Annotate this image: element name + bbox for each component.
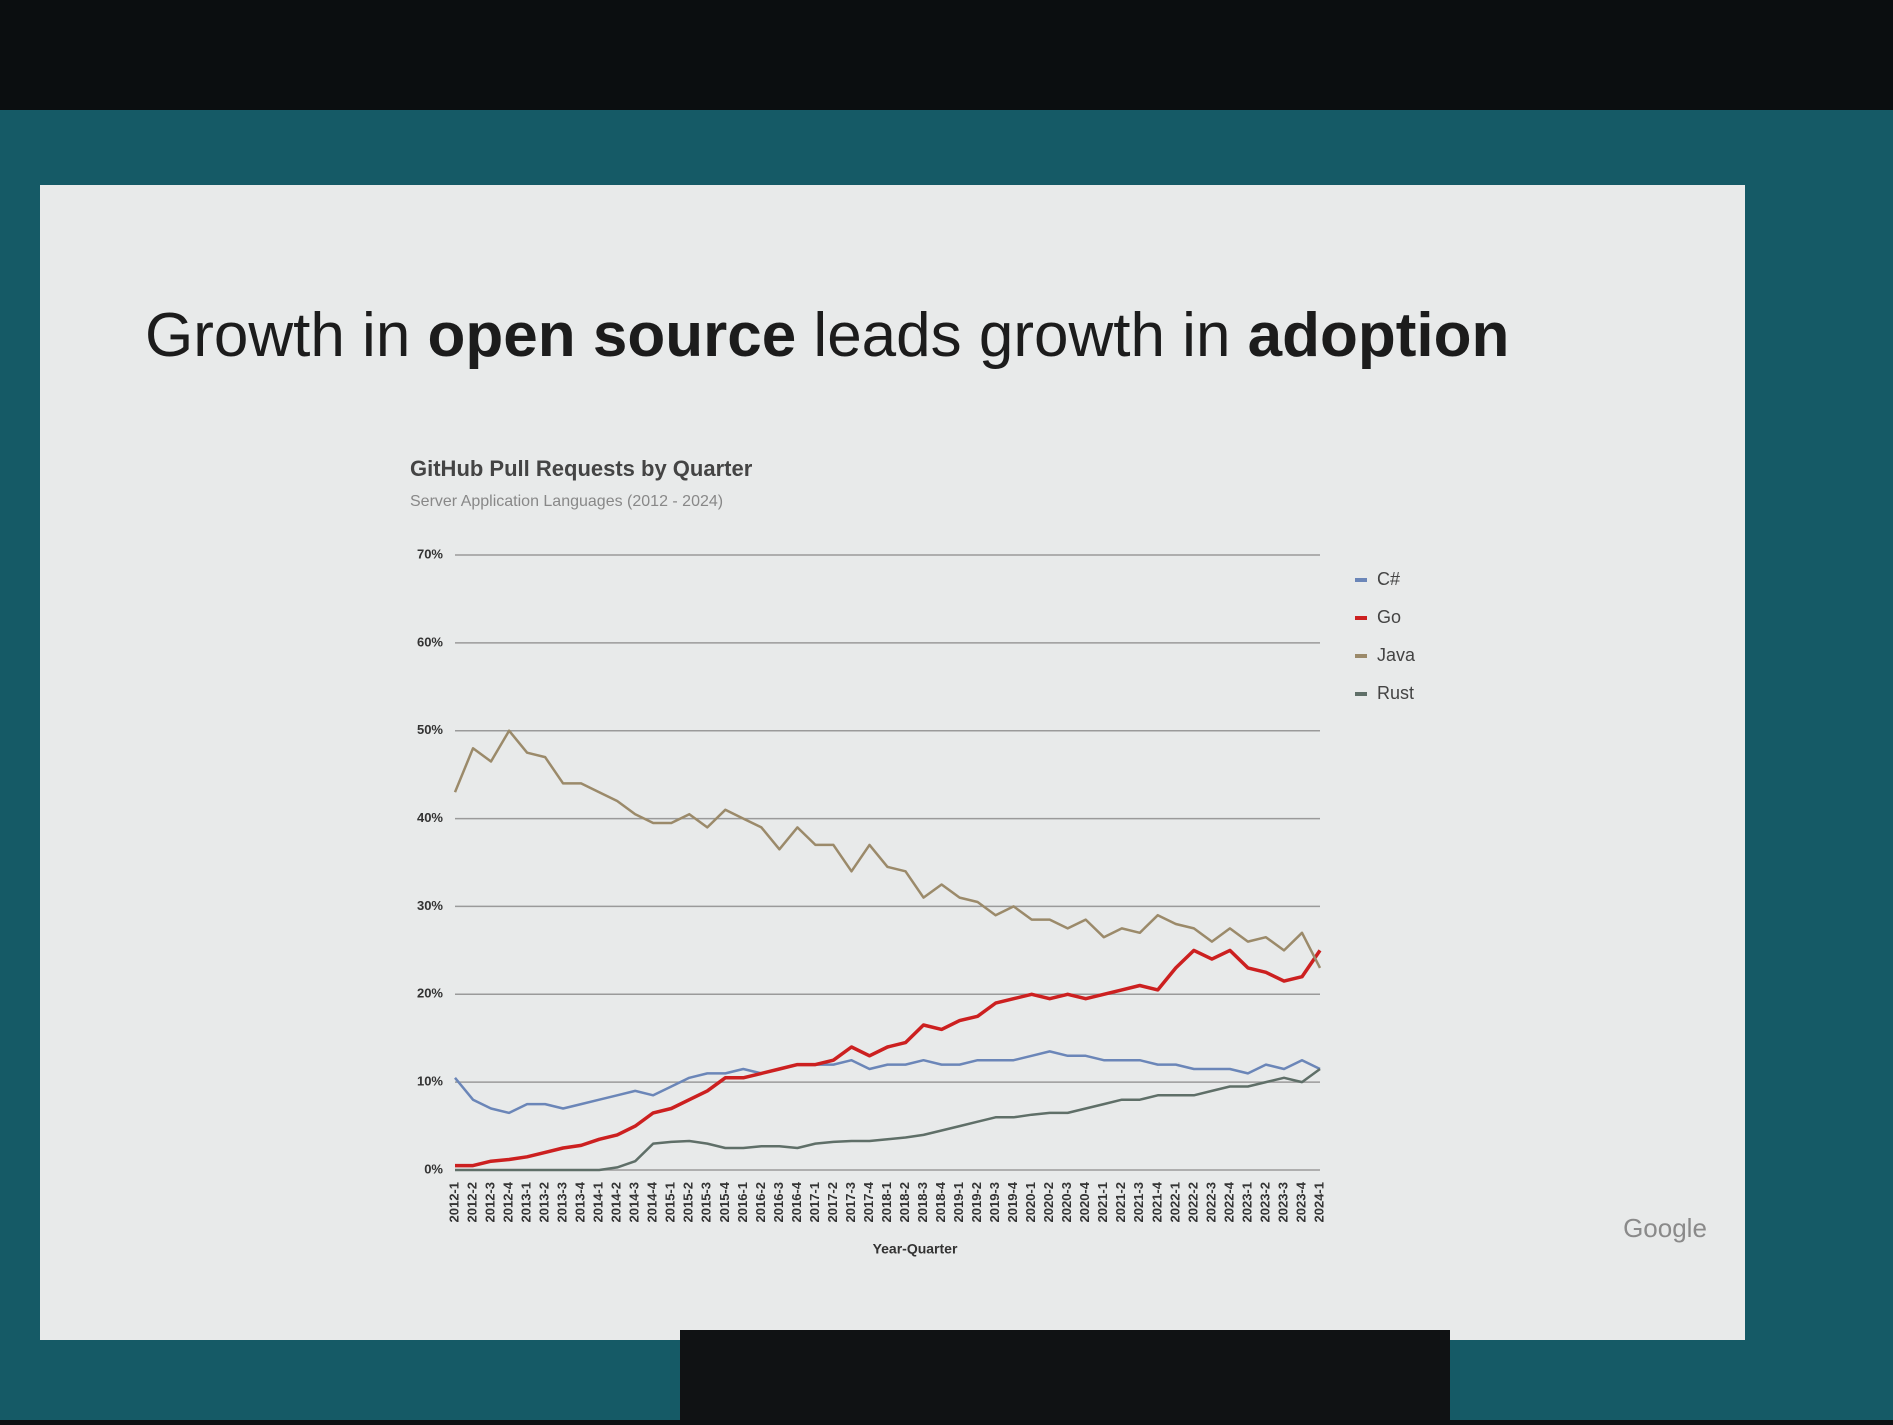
x-tick-label: 2017-3 bbox=[843, 1182, 858, 1222]
x-tick-label: 2016-2 bbox=[753, 1182, 768, 1222]
x-tick-label: 2018-3 bbox=[915, 1182, 930, 1222]
title-part: Growth in bbox=[145, 301, 428, 370]
x-tick-label: 2021-3 bbox=[1131, 1182, 1146, 1222]
x-tick-label: 2022-1 bbox=[1167, 1182, 1182, 1222]
x-tick-label: 2015-4 bbox=[717, 1181, 732, 1222]
x-tick-label: 2017-2 bbox=[825, 1182, 840, 1222]
legend-label: Go bbox=[1377, 607, 1401, 627]
x-tick-label: 2012-2 bbox=[464, 1182, 479, 1222]
x-tick-label: 2022-3 bbox=[1203, 1182, 1218, 1222]
x-tick-label: 2013-4 bbox=[573, 1181, 588, 1222]
y-tick-label: 20% bbox=[417, 986, 443, 1001]
slide-title: Growth in open source leads growth in ad… bbox=[145, 301, 1509, 370]
title-part: open source bbox=[428, 301, 797, 370]
x-tick-label: 2019-4 bbox=[1005, 1181, 1020, 1222]
series-line bbox=[454, 1050, 1321, 1115]
x-tick-label: 2016-4 bbox=[789, 1181, 804, 1222]
y-tick-label: 10% bbox=[417, 1074, 443, 1089]
x-tick-label: 2013-3 bbox=[555, 1182, 570, 1222]
x-tick-label: 2017-4 bbox=[861, 1181, 876, 1222]
y-tick-label: 30% bbox=[417, 898, 443, 913]
x-tick-label: 2023-3 bbox=[1275, 1182, 1290, 1222]
x-tick-label: 2014-2 bbox=[609, 1182, 624, 1222]
y-tick-label: 40% bbox=[417, 810, 443, 825]
x-tick-label: 2021-1 bbox=[1095, 1182, 1110, 1222]
x-tick-label: 2012-1 bbox=[446, 1182, 461, 1222]
x-tick-label: 2017-1 bbox=[807, 1182, 822, 1222]
y-tick-label: 50% bbox=[417, 722, 443, 737]
x-tick-label: 2022-4 bbox=[1221, 1181, 1236, 1222]
x-tick-label: 2024-1 bbox=[1311, 1182, 1326, 1222]
x-tick-label: 2013-1 bbox=[519, 1182, 534, 1222]
legend-label: Rust bbox=[1377, 683, 1414, 703]
x-tick-label: 2014-3 bbox=[627, 1182, 642, 1222]
x-tick-label: 2018-2 bbox=[897, 1182, 912, 1222]
x-tick-label: 2020-2 bbox=[1041, 1182, 1056, 1222]
podium bbox=[680, 1330, 1450, 1420]
legend-label: C# bbox=[1377, 569, 1400, 589]
x-tick-label: 2012-4 bbox=[501, 1181, 516, 1222]
series-line bbox=[455, 948, 1322, 1168]
x-tick-label: 2018-4 bbox=[933, 1181, 948, 1222]
x-tick-label: 2015-3 bbox=[699, 1182, 714, 1222]
x-tick-label: 2018-1 bbox=[879, 1182, 894, 1222]
logo: Google bbox=[1623, 1213, 1707, 1243]
x-tick-label: 2015-2 bbox=[681, 1182, 696, 1222]
x-tick-label: 2023-4 bbox=[1293, 1181, 1308, 1222]
ceiling bbox=[0, 0, 1893, 110]
series-line bbox=[455, 1067, 1321, 1172]
legend-label: Java bbox=[1377, 645, 1416, 665]
title-part: leads growth in bbox=[796, 301, 1247, 370]
x-tick-label: 2023-2 bbox=[1257, 1182, 1272, 1222]
x-tick-label: 2016-3 bbox=[771, 1182, 786, 1222]
x-tick-label: 2021-2 bbox=[1113, 1182, 1128, 1222]
x-tick-label: 2021-4 bbox=[1149, 1181, 1164, 1222]
chart: 0%10%20%30%40%50%60%70%2012-1 2012-2 2012-… bbox=[417, 546, 1416, 1222]
y-tick-label: 60% bbox=[417, 634, 443, 649]
x-tick-label: 2012-3 bbox=[482, 1182, 497, 1222]
chart-title: GitHub Pull Requests by Quarter bbox=[410, 456, 753, 481]
x-tick-label: 2016-1 bbox=[735, 1182, 750, 1222]
x-tick-label: 2019-2 bbox=[969, 1182, 984, 1222]
y-tick-label: 0% bbox=[424, 1161, 443, 1176]
title-part: adoption bbox=[1248, 301, 1510, 370]
x-tick-label: 2023-1 bbox=[1239, 1182, 1254, 1222]
chart-subtitle: Server Application Languages (2012 - 202… bbox=[410, 493, 723, 510]
x-tick-label: 2015-1 bbox=[663, 1182, 678, 1222]
x-axis-title: Year-Quarter bbox=[873, 1241, 958, 1257]
y-tick-label: 70% bbox=[417, 546, 443, 561]
x-tick-label: 2019-3 bbox=[987, 1182, 1002, 1222]
x-tick-label: 2020-3 bbox=[1059, 1182, 1074, 1222]
x-tick-label: 2020-4 bbox=[1077, 1181, 1092, 1222]
series-line bbox=[453, 729, 1322, 969]
x-tick-label: 2013-2 bbox=[537, 1182, 552, 1222]
x-tick-label: 2020-1 bbox=[1023, 1182, 1038, 1222]
x-tick-label: 2019-1 bbox=[951, 1182, 966, 1222]
x-tick-label: 2022-2 bbox=[1185, 1182, 1200, 1222]
slide bbox=[40, 185, 1745, 1340]
x-tick-label: 2014-4 bbox=[645, 1181, 660, 1222]
x-tick-label: 2014-1 bbox=[591, 1182, 606, 1222]
